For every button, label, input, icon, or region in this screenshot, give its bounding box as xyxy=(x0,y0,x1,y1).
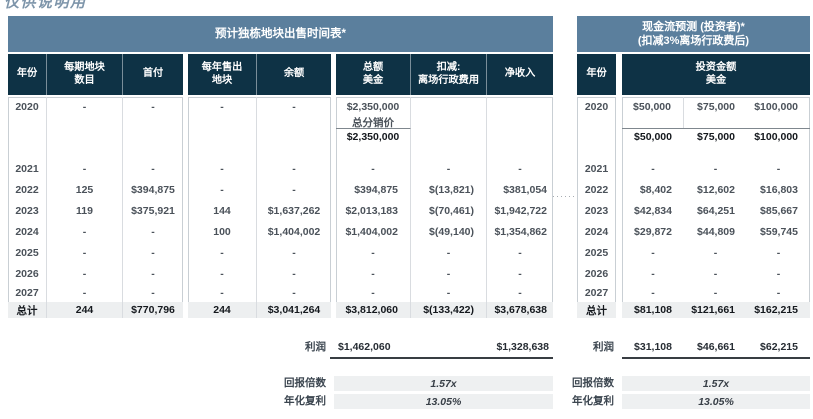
cell-year: 2027 xyxy=(584,287,609,299)
left-header-group-b: 每年售出 地块 余额 xyxy=(188,54,331,95)
col-header-down-payment: 首付 xyxy=(142,68,164,80)
cell xyxy=(487,97,553,116)
col-header-balance: 余额 xyxy=(283,68,305,80)
multiple-value-right: 1.57x xyxy=(622,376,810,391)
cell-total-label: 总计 xyxy=(577,302,616,318)
right-table-title-band: 现金流预测 (投资者)* (扣减3%离场行政费后) xyxy=(577,16,810,52)
col-header-plots-sold: 每年售出 地块 xyxy=(188,54,257,95)
left-header-group-c: 总额 美金 扣减: 离场行政费用 净收入 xyxy=(336,54,553,95)
table-row-2020: 2020 - - - - $2,350,000 xyxy=(8,97,553,116)
cell-gross-price: $2,350,000 xyxy=(336,97,411,116)
left-data-box-a xyxy=(8,97,183,318)
profit-value-2: $46,661 xyxy=(697,341,735,353)
cell-year: 2020 xyxy=(8,97,47,116)
table-row-spacer xyxy=(577,116,810,128)
table-row-spacer xyxy=(577,144,810,158)
cell-year: 2023 xyxy=(8,200,47,221)
col-header-year: 年份 xyxy=(8,54,47,95)
cell-year: 2026 xyxy=(8,263,47,284)
right-header-year: 年份 xyxy=(577,54,616,95)
table-row-2022: 2022 125 $394,875 - - $394,875 $(13,821)… xyxy=(8,179,553,200)
cagr-label-right: 年化复利 xyxy=(572,395,614,407)
multiple-value-left: 1.57x xyxy=(334,376,553,391)
table-row-total: 总计 244 $770,796 244 $3,041,264 $3,812,06… xyxy=(8,302,553,318)
table-row-2026: 2026 - - - - - - - xyxy=(8,263,553,284)
left-table-rows: 2020 - - - - $2,350,000 总分销价 $2,350,000 xyxy=(8,97,553,318)
left-data-box-b xyxy=(188,97,331,318)
table-row-2024: 2024 $29,872 $44,809 $59,745 xyxy=(577,221,810,242)
col-header-net-income: 净收入 xyxy=(504,68,536,80)
cell-total-label: 总计 xyxy=(8,302,47,318)
profit-label-left: 利润 xyxy=(305,341,326,353)
right-data-box-values xyxy=(622,97,810,318)
table-row-spacer xyxy=(8,144,553,158)
cell-year: 2021 xyxy=(584,162,609,175)
table-row-2027: 2027 - - - xyxy=(577,284,810,302)
profit-value-3: $62,215 xyxy=(760,341,798,353)
table-row-2025: 2025 - - - xyxy=(577,242,810,263)
table-row-2023: 2023 119 $375,921 144 $1,637,262 $2,013,… xyxy=(8,200,553,221)
cell-year: 2025 xyxy=(8,242,47,263)
table-row-2022: 2022 $8,402 $12,602 $16,803 xyxy=(577,179,810,200)
table-row-2021: 2021 - - - xyxy=(577,158,810,179)
left-table-title: 预计独栋地块出售时间表* xyxy=(215,27,346,40)
profit-net-value: $1,328,638 xyxy=(496,341,549,353)
cell: - xyxy=(292,100,296,113)
cagr-value-left: 13.05% xyxy=(334,394,553,409)
multiple-label-right: 回报倍数 xyxy=(572,377,614,389)
left-header-group-a: 年份 每期地块 数目 首付 xyxy=(8,54,183,95)
cell-year: 2022 xyxy=(8,179,47,200)
right-table-title-line1: 现金流预测 (投资者)* xyxy=(642,20,745,33)
cell-year: 2025 xyxy=(584,246,609,259)
table-row-2020: 2020 $50,000 $75,000 $100,000 xyxy=(577,97,810,116)
col-header-year: 年份 xyxy=(586,68,607,80)
cell: - xyxy=(151,100,155,113)
table-row-2026: 2026 - - - xyxy=(577,263,810,284)
table-row-2020-bold: $50,000 $75,000 $100,000 xyxy=(577,128,810,144)
table-row-2025: 2025 - - - - - - - xyxy=(8,242,553,263)
profit-label-right: 利润 xyxy=(593,341,614,353)
profit-value-1: $31,108 xyxy=(634,341,672,353)
cell-year: 2026 xyxy=(584,267,609,280)
multiple-label-left: 回报倍数 xyxy=(284,377,326,389)
cagr-value-right: 13.05% xyxy=(622,394,810,409)
right-header-amount: 投资金额 美金 xyxy=(622,54,810,95)
col-header-plots-per-phase: 每期地块 数目 xyxy=(47,54,123,95)
cell-year: 2020 xyxy=(584,100,609,113)
cell xyxy=(411,97,487,116)
left-table-title-band: 预计独栋地块出售时间表* xyxy=(8,16,553,52)
right-table-title-line2: (扣减3%离场行政费后) xyxy=(637,35,750,47)
cell: - xyxy=(47,97,123,116)
profit-underline-right xyxy=(622,357,810,359)
cell-year: 2023 xyxy=(584,204,609,217)
table-row-2023: 2023 $42,834 $64,251 $85,667 xyxy=(577,200,810,221)
right-data-box-year xyxy=(577,97,616,318)
col-header-investment-amount: 投资金额 美金 xyxy=(695,61,737,86)
cell-year: 2022 xyxy=(584,183,609,196)
table-row-gross-price-total: $2,350,000 xyxy=(8,128,553,144)
profit-underline-left xyxy=(330,357,553,359)
cell-gross-price-bold: $2,350,000 xyxy=(336,128,411,144)
cell-year: 2027 xyxy=(8,284,47,302)
table-row-gross-price-label: 总分销价 xyxy=(8,116,553,129)
col-header-less-exit-fee: 扣减: 离场行政费用 xyxy=(411,54,487,95)
table-row-2021: 2021 - - - - - - - xyxy=(8,158,553,179)
table-row-total: 总计 $81,108 $121,661 $162,215 xyxy=(577,302,810,318)
col-header-gross-usd: 总额 美金 xyxy=(336,54,411,95)
right-table-rows: 2020 $50,000 $75,000 $100,000 $50,000 $7… xyxy=(577,97,810,318)
continuation-dots: ······ xyxy=(552,191,576,201)
table-row-2024: 2024 - - 100 $1,404,002 $1,404,002 $(49,… xyxy=(8,221,553,242)
cell: - xyxy=(188,97,257,116)
cell-gross-price-caption: 总分销价 xyxy=(336,116,411,129)
cagr-label-left: 年化复利 xyxy=(284,395,326,407)
cell-year: 2024 xyxy=(8,221,47,242)
illustration-note: 仅供说明用 xyxy=(4,0,87,11)
cell-year: 2021 xyxy=(8,158,47,179)
cell-year: 2024 xyxy=(584,225,609,238)
table-row-2027: 2027 - - - - - - - xyxy=(8,284,553,302)
profit-gross-value: $1,462,060 xyxy=(338,341,391,353)
